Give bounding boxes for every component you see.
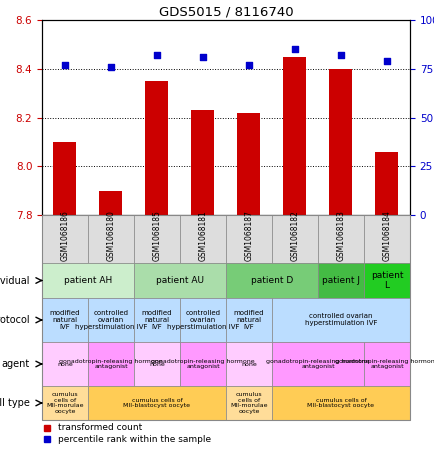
Bar <box>42 342 88 386</box>
Bar <box>226 342 271 386</box>
Point <box>153 52 160 59</box>
Text: modified
natural
IVF: modified natural IVF <box>233 310 263 330</box>
Bar <box>283 57 306 215</box>
Bar <box>271 386 409 420</box>
Bar <box>271 298 409 342</box>
Text: percentile rank within the sample: percentile rank within the sample <box>58 434 210 443</box>
Bar <box>180 298 226 342</box>
Bar <box>44 436 50 442</box>
Bar <box>317 215 363 263</box>
Text: controlled ovarian
hyperstimulation IVF: controlled ovarian hyperstimulation IVF <box>304 313 376 327</box>
Point <box>245 61 252 68</box>
Point <box>107 63 114 70</box>
Text: GSM1068187: GSM1068187 <box>244 210 253 261</box>
Text: GSM1068186: GSM1068186 <box>60 210 69 261</box>
Title: GDS5015 / 8116740: GDS5015 / 8116740 <box>158 6 293 19</box>
Bar <box>363 215 409 263</box>
Text: cell type: cell type <box>0 398 30 408</box>
Text: gonadotropin-releasing hormone
antagonist: gonadotropin-releasing hormone antagonis… <box>335 359 434 369</box>
Point <box>61 61 68 68</box>
Text: none: none <box>57 361 73 366</box>
Text: protocol: protocol <box>0 315 30 325</box>
Bar <box>226 263 317 298</box>
Text: none: none <box>149 361 164 366</box>
Text: gonadotropin-releasing hormone
antagonist: gonadotropin-releasing hormone antagonis… <box>266 359 369 369</box>
Bar <box>191 110 214 215</box>
Text: cumulus
cells of
MII-morulae
oocyte: cumulus cells of MII-morulae oocyte <box>46 392 84 414</box>
Text: cumulus cells of
MII-blastocyst oocyte: cumulus cells of MII-blastocyst oocyte <box>307 398 374 409</box>
Bar <box>317 263 363 298</box>
Text: GSM1068183: GSM1068183 <box>336 210 345 261</box>
Bar <box>88 342 134 386</box>
Point <box>337 52 344 59</box>
Point <box>199 53 206 61</box>
Bar <box>226 298 271 342</box>
Text: controlled
ovarian
hyperstimulation IVF: controlled ovarian hyperstimulation IVF <box>166 310 239 330</box>
Bar <box>226 215 271 263</box>
Text: GSM1068184: GSM1068184 <box>381 210 391 261</box>
Bar <box>42 215 409 420</box>
Bar <box>99 191 122 215</box>
Text: transformed count: transformed count <box>58 424 142 433</box>
Bar <box>375 152 398 215</box>
Point <box>291 46 298 53</box>
Point <box>383 58 390 65</box>
Text: cumulus cells of
MII-blastocyst oocyte: cumulus cells of MII-blastocyst oocyte <box>123 398 190 409</box>
Text: agent: agent <box>2 359 30 369</box>
Bar <box>88 215 134 263</box>
Text: cumulus
cells of
MII-morulae
oocyte: cumulus cells of MII-morulae oocyte <box>230 392 267 414</box>
Text: patient
L: patient L <box>370 271 402 290</box>
Bar <box>134 263 226 298</box>
Bar <box>88 298 134 342</box>
Bar <box>42 386 88 420</box>
Text: modified
natural
IVF: modified natural IVF <box>141 310 172 330</box>
Bar <box>145 81 168 215</box>
Bar <box>44 425 50 431</box>
Bar <box>88 386 226 420</box>
Bar <box>134 215 180 263</box>
Text: patient AH: patient AH <box>64 276 112 285</box>
Bar <box>134 342 180 386</box>
Bar <box>363 342 409 386</box>
Bar <box>42 215 88 263</box>
Bar <box>329 69 352 215</box>
Text: modified
natural
IVF: modified natural IVF <box>49 310 80 330</box>
Text: GSM1068180: GSM1068180 <box>106 210 115 261</box>
Bar <box>180 215 226 263</box>
Text: patient J: patient J <box>321 276 359 285</box>
Bar <box>271 342 363 386</box>
Text: none: none <box>240 361 256 366</box>
Text: patient AU: patient AU <box>156 276 204 285</box>
Bar <box>42 263 134 298</box>
Text: GSM1068181: GSM1068181 <box>198 210 207 261</box>
Text: GSM1068185: GSM1068185 <box>152 210 161 261</box>
Bar <box>363 263 409 298</box>
Bar <box>226 386 271 420</box>
Text: GSM1068182: GSM1068182 <box>290 210 299 261</box>
Bar <box>53 142 76 215</box>
Bar <box>42 298 88 342</box>
Text: individual: individual <box>0 275 30 285</box>
Bar <box>237 113 260 215</box>
Bar <box>134 298 180 342</box>
Bar <box>180 342 226 386</box>
Bar <box>271 215 317 263</box>
Text: gonadotropin-releasing hormone
antagonist: gonadotropin-releasing hormone antagonis… <box>151 359 254 369</box>
Text: patient D: patient D <box>250 276 293 285</box>
Text: controlled
ovarian
hyperstimulation IVF: controlled ovarian hyperstimulation IVF <box>75 310 147 330</box>
Text: gonadotropin-releasing hormone
antagonist: gonadotropin-releasing hormone antagonis… <box>59 359 162 369</box>
